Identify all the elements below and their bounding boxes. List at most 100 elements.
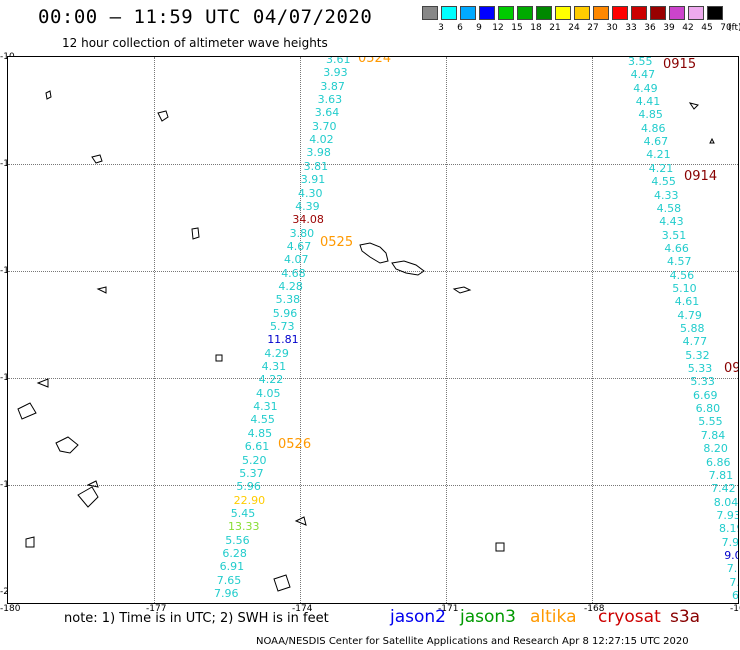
wave-height-label: 5.33 <box>687 362 713 376</box>
wave-height-label: 6.80 <box>695 402 721 416</box>
wave-height-label: 6.61 <box>244 440 270 454</box>
colorbar-tick-label: 24 <box>568 23 580 33</box>
wave-height-label: 3.91 <box>300 173 326 187</box>
grid-line-meridian <box>446 57 447 603</box>
wave-height-label: 5.38 <box>275 293 301 307</box>
island-i <box>273 574 291 592</box>
grid-line-meridian <box>154 57 155 603</box>
wave-height-label: 4.57 <box>667 255 692 269</box>
wave-height-label: 4.47 <box>630 68 656 82</box>
wave-height-label: 4.30 <box>298 186 323 200</box>
island-e <box>17 402 37 420</box>
grid-line-meridian <box>300 57 301 603</box>
pass-time-label: 0914 <box>684 169 718 184</box>
wave-height-label: 4.68 <box>281 266 306 280</box>
colorbar-tick-label: 30 <box>606 23 618 33</box>
wave-height-label: 6.69 <box>693 388 718 402</box>
wave-height-label: 6.86 <box>706 455 731 469</box>
wave-height-label: 8.04 <box>713 495 739 509</box>
colorbar-tick-label: 36 <box>644 23 656 33</box>
wave-height-label: 4.22 <box>258 373 284 387</box>
legend-s3a: s3a <box>670 607 701 627</box>
wave-height-label: 5.45 <box>230 506 256 520</box>
wave-height-label: 13.33 <box>228 520 260 534</box>
colorbar-tick-label: 27 <box>587 23 599 33</box>
x-tick-label: -168 <box>584 604 605 614</box>
wave-height-label: 9.0 <box>724 548 738 562</box>
wave-height-label: 4.55 <box>651 175 676 189</box>
island-f <box>55 436 79 454</box>
wave-height-label: 4.28 <box>278 279 303 293</box>
wave-height-label: 7.9 <box>721 535 739 549</box>
wave-height-label: 3.55 <box>628 56 653 68</box>
island-a <box>45 90 52 100</box>
tutuila <box>452 286 472 294</box>
wave-height-label: 4.05 <box>256 386 281 400</box>
colorbar-swatch <box>669 6 685 20</box>
pass-time-label: 0524 <box>358 56 392 66</box>
colorbar-swatch <box>498 6 514 20</box>
island-k <box>495 542 505 552</box>
wave-height-label: 3.70 <box>312 119 337 133</box>
colorbar-swatch <box>612 6 628 20</box>
colorbar-unit: (ft) <box>728 23 740 33</box>
wave-height-label: 4.29 <box>264 346 289 360</box>
island-p <box>215 354 223 362</box>
pass-time-label: 09 <box>724 361 739 376</box>
colorbar-tick-label: 42 <box>682 23 694 33</box>
wave-height-label: 7.93 <box>716 508 739 522</box>
island-h <box>86 480 99 488</box>
colorbar-swatch <box>536 6 552 20</box>
colorbar-swatch <box>460 6 476 20</box>
wave-height-label: 4.02 <box>309 133 334 147</box>
map-title: 00:00 – 11:59 UTC 04/07/2020 <box>38 6 373 28</box>
wave-height-label: 4.31 <box>253 400 278 414</box>
colorbar-tick-label: 39 <box>663 23 675 33</box>
colorbar-swatch <box>441 6 457 20</box>
coastlines <box>17 90 715 592</box>
samoa-upolu <box>359 242 389 264</box>
grid-line-parallel <box>8 378 738 379</box>
colorbar-tick-label: 33 <box>625 23 637 33</box>
wave-height-label: 7.65 <box>216 573 242 587</box>
pass-time-label: 0915 <box>663 57 697 72</box>
wave-height-label: 4.31 <box>261 360 287 374</box>
colorbar-tick-label: 9 <box>476 23 482 33</box>
colorbar-tick-label: 6 <box>457 23 463 33</box>
grid-line-parallel <box>8 485 738 486</box>
x-tick-label: -180 <box>0 604 21 614</box>
wave-height-label: 4.41 <box>635 95 661 109</box>
wave-height-label: 5.37 <box>239 466 264 480</box>
island-o <box>709 137 715 144</box>
island-b <box>91 154 103 164</box>
wave-height-label: 3.98 <box>306 146 331 160</box>
wave-height-label: 3.81 <box>303 159 329 173</box>
colorbar-swatch <box>688 6 704 20</box>
map-subtitle: 12 hour collection of altimeter wave hei… <box>62 36 328 50</box>
colorbar-swatch <box>479 6 495 20</box>
colorbar-swatch <box>422 6 438 20</box>
footer-note: note: 1) Time is in UTC; 2) SWH is in fe… <box>64 611 329 626</box>
legend-cryosat: cryosat <box>598 607 661 627</box>
wave-height-label: 7.42 <box>711 482 736 496</box>
wave-height-label: 3.51 <box>661 228 687 242</box>
wave-height-label: 3.64 <box>314 106 340 120</box>
island-d <box>96 286 107 294</box>
colorbar-tick-label: 3 <box>438 23 444 33</box>
wave-height-label: 7.81 <box>708 468 734 482</box>
wave-height-label: 4.67 <box>643 135 669 149</box>
wave-height-label: 6 <box>732 589 739 602</box>
island-wallis <box>157 110 169 122</box>
map-frame: 3.61 3.93 3.87 3.63 3.64 3.70 4.02 3.98 3.81 3.91… <box>7 56 739 604</box>
wave-height-label: 3.63 <box>317 93 343 107</box>
wave-height-label: 7. <box>726 562 738 576</box>
wave-height-label: 6.28 <box>222 546 247 560</box>
grid-line-parallel <box>8 164 738 165</box>
wave-height-label: 7.96 <box>214 587 239 600</box>
wave-height-label: 7.84 <box>700 428 726 442</box>
colorbar-tick-label: 21 <box>549 23 561 33</box>
wave-height-label: 11.81 <box>267 333 299 347</box>
island-n <box>688 102 699 110</box>
wave-height-label: 22.90 <box>233 493 266 507</box>
wave-height-label: 4.85 <box>247 426 273 440</box>
